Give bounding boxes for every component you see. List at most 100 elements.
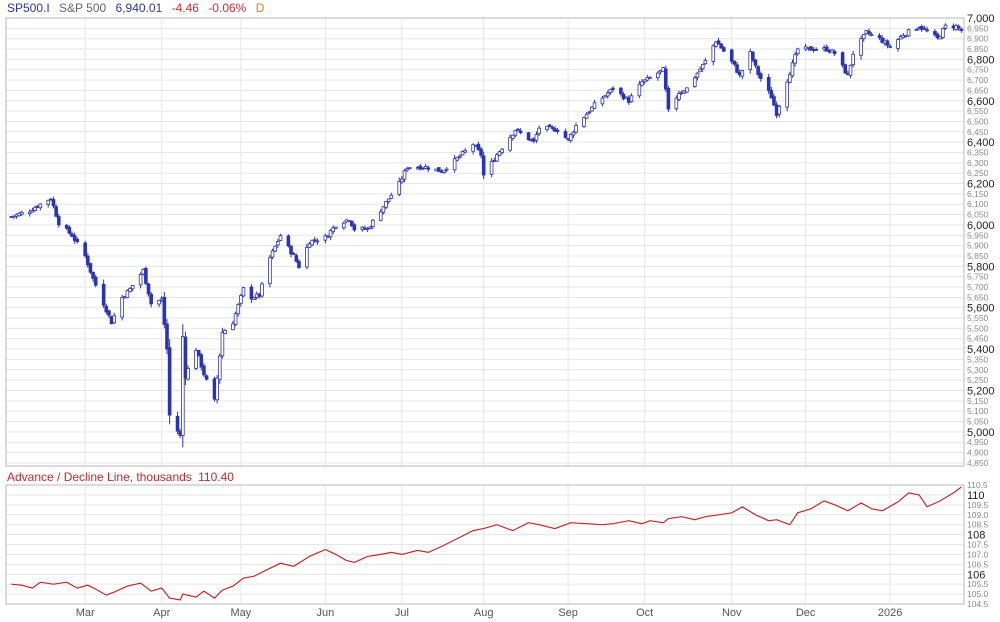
candle[interactable] — [574, 122, 578, 134]
candle[interactable] — [674, 95, 679, 112]
candle[interactable] — [342, 221, 346, 230]
candle[interactable] — [640, 79, 644, 87]
candle[interactable] — [481, 151, 486, 180]
candle[interactable] — [695, 71, 700, 81]
candle[interactable] — [584, 112, 589, 119]
candle[interactable] — [590, 106, 594, 112]
candle[interactable] — [455, 156, 460, 162]
candle[interactable] — [352, 222, 357, 232]
candle[interactable] — [202, 363, 206, 377]
candle[interactable] — [793, 51, 797, 67]
candle[interactable] — [555, 127, 560, 134]
candle[interactable] — [479, 146, 483, 159]
candle[interactable] — [621, 92, 626, 101]
candle[interactable] — [70, 231, 74, 237]
candle[interactable] — [381, 206, 386, 215]
candle[interactable] — [935, 32, 940, 40]
candle[interactable] — [286, 234, 291, 248]
candle[interactable] — [516, 127, 520, 132]
candle[interactable] — [236, 302, 241, 317]
candle[interactable] — [51, 196, 56, 209]
candle[interactable] — [896, 38, 900, 52]
candle[interactable] — [196, 349, 201, 357]
candle[interactable] — [297, 258, 301, 269]
candle[interactable] — [276, 238, 280, 248]
candle[interactable] — [444, 166, 449, 173]
candle[interactable] — [165, 319, 169, 355]
candle[interactable] — [922, 25, 927, 30]
candle[interactable] — [571, 130, 576, 138]
candle[interactable] — [46, 199, 51, 208]
candle[interactable] — [88, 262, 93, 275]
candle[interactable] — [120, 294, 124, 321]
candle[interactable] — [629, 93, 634, 103]
candle[interactable] — [405, 166, 409, 172]
candle[interactable] — [252, 296, 256, 301]
ad-line-path[interactable] — [11, 486, 962, 601]
candle[interactable] — [181, 324, 185, 448]
candle[interactable] — [378, 208, 383, 222]
candle[interactable] — [711, 43, 716, 66]
candle[interactable] — [648, 76, 652, 79]
candle[interactable] — [371, 218, 375, 230]
candle[interactable] — [489, 158, 494, 178]
candle[interactable] — [513, 129, 518, 138]
candle[interactable] — [194, 347, 198, 371]
candle[interactable] — [508, 134, 512, 153]
candle[interactable] — [323, 233, 328, 244]
candle[interactable] — [268, 254, 272, 288]
candle[interactable] — [64, 223, 69, 230]
candle[interactable] — [859, 35, 863, 60]
candle[interactable] — [407, 167, 412, 170]
candle[interactable] — [772, 93, 776, 107]
candle[interactable] — [144, 266, 148, 286]
candle[interactable] — [305, 243, 309, 270]
candle[interactable] — [334, 226, 338, 230]
candle[interactable] — [33, 205, 37, 212]
candle[interactable] — [186, 365, 190, 381]
candle[interactable] — [458, 154, 462, 160]
candle[interactable] — [125, 289, 130, 299]
candle[interactable] — [814, 47, 819, 51]
candle[interactable] — [777, 104, 782, 118]
candle[interactable] — [848, 64, 853, 79]
candle[interactable] — [273, 245, 277, 253]
candle[interactable] — [239, 293, 243, 307]
candle[interactable] — [959, 27, 964, 33]
candle[interactable] — [130, 285, 135, 292]
candle[interactable] — [642, 79, 647, 85]
candle[interactable] — [608, 88, 613, 95]
candle[interactable] — [365, 227, 370, 233]
candle[interactable] — [397, 177, 402, 197]
candle[interactable] — [756, 65, 760, 78]
candle[interactable] — [54, 204, 58, 218]
candle[interactable] — [146, 282, 151, 297]
candle[interactable] — [869, 32, 874, 37]
candle[interactable] — [157, 299, 161, 308]
candle[interactable] — [785, 79, 789, 112]
candle[interactable] — [534, 131, 539, 144]
candle[interactable] — [175, 412, 180, 435]
candle[interactable] — [703, 57, 708, 66]
candle[interactable] — [677, 90, 681, 102]
candle[interactable] — [112, 312, 117, 324]
candle[interactable] — [843, 63, 848, 74]
candle[interactable] — [368, 225, 372, 230]
candle[interactable] — [460, 150, 465, 156]
candle[interactable] — [537, 125, 541, 137]
period-label[interactable]: D — [255, 1, 265, 15]
candle[interactable] — [740, 69, 745, 80]
candle[interactable] — [223, 328, 227, 334]
candle[interactable] — [693, 75, 697, 88]
candle[interactable] — [241, 286, 246, 298]
candle[interactable] — [167, 339, 172, 425]
candle[interactable] — [914, 28, 919, 31]
candle[interactable] — [885, 39, 890, 49]
candle[interactable] — [758, 71, 763, 82]
candle[interactable] — [719, 42, 724, 49]
candle[interactable] — [925, 26, 929, 33]
candle[interactable] — [128, 287, 132, 293]
candle[interactable] — [732, 60, 737, 67]
candle[interactable] — [751, 50, 755, 63]
candle[interactable] — [220, 327, 225, 359]
